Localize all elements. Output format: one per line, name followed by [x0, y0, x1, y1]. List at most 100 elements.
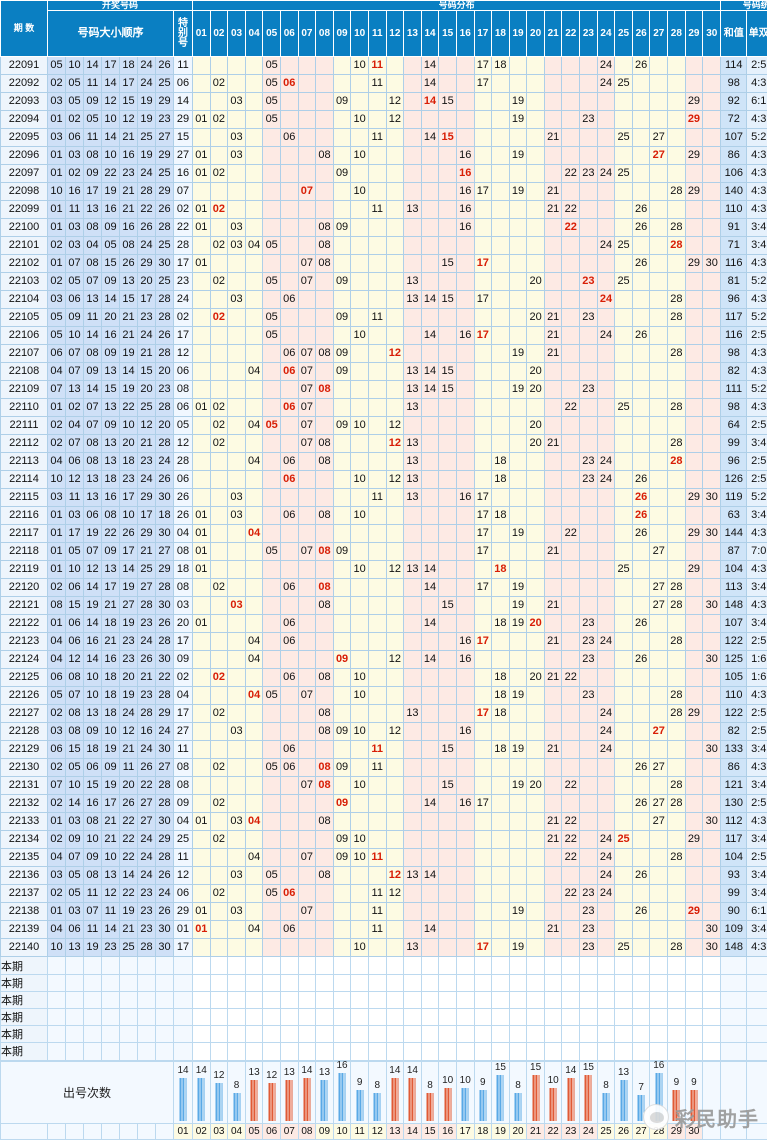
- row-special: 01: [174, 921, 193, 939]
- distribution-cell: [544, 723, 562, 741]
- row-ball: 17: [102, 795, 120, 813]
- distribution-cell: [668, 561, 686, 579]
- distribution-cell: [474, 831, 492, 849]
- row-ball: 19: [84, 939, 102, 957]
- row-ball: 24: [120, 705, 138, 723]
- benqi-distribution-cell: [474, 991, 492, 1008]
- distribution-cell: [456, 435, 474, 453]
- distribution-cell: 02: [210, 795, 228, 813]
- distribution-cell: 10: [351, 327, 369, 345]
- frequency-bar-cell: 13: [615, 1061, 633, 1123]
- distribution-cell: [703, 273, 721, 291]
- benqi-ball-cell: [120, 991, 138, 1008]
- benqi-distribution-cell: [668, 957, 686, 974]
- distribution-cell: [615, 327, 633, 345]
- distribution-cell: [668, 201, 686, 219]
- row-ball: 04: [48, 633, 66, 651]
- row-ball: 17: [138, 507, 156, 525]
- distribution-cell: [492, 165, 510, 183]
- row-ball: 11: [84, 921, 102, 939]
- row-ball: 22: [120, 831, 138, 849]
- distribution-cell: [544, 489, 562, 507]
- distribution-cell: 23: [580, 615, 598, 633]
- distribution-cell: 19: [509, 597, 527, 615]
- distribution-cell: [316, 741, 334, 759]
- distribution-cell: [474, 813, 492, 831]
- benqi-ball-cell: [138, 1043, 156, 1060]
- benqi-distribution-cell: [650, 1043, 668, 1060]
- benqi-distribution-cell: [210, 1009, 228, 1026]
- distribution-cell: 02: [210, 831, 228, 849]
- row-ball: 07: [66, 255, 84, 273]
- row-ball: 10: [120, 417, 138, 435]
- distribution-cell: [456, 93, 474, 111]
- row-period: 22108: [1, 363, 48, 381]
- row-ball: 19: [120, 615, 138, 633]
- distribution-cell: [544, 705, 562, 723]
- distribution-cell: [650, 183, 668, 201]
- distribution-cell: 06: [280, 129, 298, 147]
- benqi-sum-cell: [721, 1043, 747, 1060]
- distribution-cell: [228, 705, 246, 723]
- row-ball: 10: [120, 507, 138, 525]
- distribution-cell: [597, 363, 615, 381]
- frequency-value: 14: [174, 1066, 192, 1076]
- distribution-cell: 01: [193, 921, 211, 939]
- distribution-cell: 26: [632, 489, 650, 507]
- distribution-cell: [421, 471, 439, 489]
- benqi-distribution-cell: [228, 1009, 246, 1026]
- distribution-cell: [544, 525, 562, 543]
- distribution-cell: [193, 597, 211, 615]
- row-ball: 24: [138, 327, 156, 345]
- distribution-cell: 09: [333, 165, 351, 183]
- distribution-cell: [228, 669, 246, 687]
- benqi-distribution-cell: [685, 957, 703, 974]
- distribution-cell: [650, 219, 668, 237]
- row-ball: 25: [120, 939, 138, 957]
- distribution-cell: [404, 129, 422, 147]
- distribution-cell: [474, 849, 492, 867]
- distribution-cell: [368, 633, 386, 651]
- row-ball: 19: [84, 525, 102, 543]
- distribution-cell: 08: [316, 669, 334, 687]
- distribution-cell: [210, 543, 228, 561]
- row-ball: 19: [138, 147, 156, 165]
- row-period: 22125: [1, 669, 48, 687]
- distribution-cell: 03: [228, 219, 246, 237]
- benqi-distribution-cell: [456, 1009, 474, 1026]
- row-oddeven: 2:5: [747, 57, 767, 75]
- distribution-cell: [492, 489, 510, 507]
- distribution-cell: [386, 75, 404, 93]
- distribution-cell: [245, 129, 263, 147]
- distribution-cell: [386, 813, 404, 831]
- distribution-cell: 02: [210, 417, 228, 435]
- benqi-label: 本期: [1, 1026, 48, 1043]
- distribution-cell: 04: [245, 849, 263, 867]
- distribution-cell: [668, 327, 686, 345]
- distribution-cell: [280, 165, 298, 183]
- frequency-bar: [550, 1088, 557, 1121]
- benqi-ball-cell: [84, 1026, 102, 1043]
- distribution-cell: [668, 831, 686, 849]
- row-oddeven: 4:3: [747, 759, 767, 777]
- distribution-cell: [368, 687, 386, 705]
- row-special: 08: [174, 777, 193, 795]
- row-ball: 16: [66, 183, 84, 201]
- benqi-ball-cell: [102, 957, 120, 974]
- axis-tick-13: 13: [386, 1123, 404, 1139]
- distribution-cell: 02: [210, 669, 228, 687]
- benqi-distribution-cell: [316, 1009, 334, 1026]
- distribution-cell: [368, 867, 386, 885]
- distribution-cell: 13: [404, 399, 422, 417]
- distribution-cell: 11: [368, 75, 386, 93]
- distribution-cell: [650, 831, 668, 849]
- row-special: 28: [174, 453, 193, 471]
- distribution-cell: 02: [210, 111, 228, 129]
- axis-pad-cell: [48, 1123, 66, 1139]
- frequency-bar-cell: 13: [316, 1061, 334, 1123]
- distribution-cell: [668, 507, 686, 525]
- row-ball: 16: [120, 147, 138, 165]
